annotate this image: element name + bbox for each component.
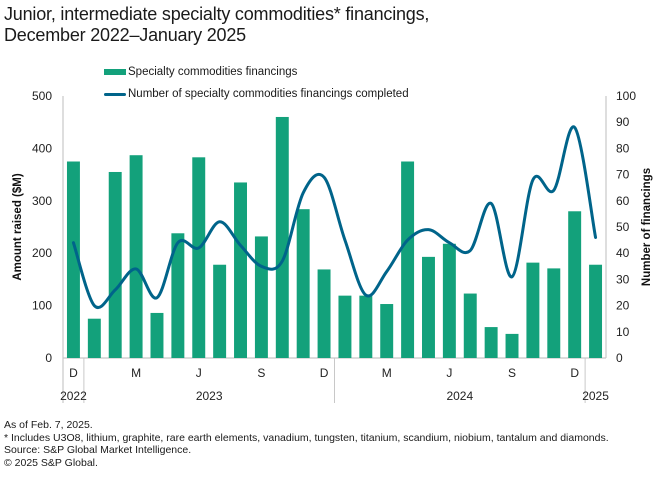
legend-line-swatch [104, 92, 126, 96]
legend-bar-label: Specialty commodities financings [128, 66, 298, 78]
chart-title-line-2: December 2022–January 2025 [4, 25, 246, 45]
y2-tick-label: 70 [616, 168, 630, 182]
y-tick-label: 200 [32, 246, 52, 260]
bar [401, 161, 415, 358]
bar [442, 243, 456, 358]
legend: Specialty commodities financings Number … [104, 64, 409, 108]
bar [547, 268, 561, 358]
legend-item-line: Number of specialty commodities financin… [104, 86, 409, 102]
bar [87, 318, 101, 358]
source-note: Source: S&P Global Market Intelligence. [4, 444, 192, 457]
y2-axis-title: Number of financings [641, 168, 653, 286]
y2-tick-label: 100 [616, 89, 636, 103]
bar [568, 211, 582, 358]
y2-tick-label: 80 [616, 141, 630, 155]
x-tick-label: J [196, 366, 202, 380]
year-label: 2025 [582, 389, 609, 403]
legend-line-label: Number of specialty commodities financin… [128, 88, 409, 100]
y-tick-label: 100 [32, 299, 52, 313]
bar [526, 262, 540, 358]
y2-tick-label: 10 [616, 325, 630, 339]
legend-bar-swatch [104, 69, 126, 75]
x-tick-label: M [131, 366, 141, 380]
chart-title: Junior, intermediate specialty commoditi… [4, 4, 429, 46]
bar [463, 293, 477, 358]
year-label: 2024 [446, 389, 473, 403]
bar [589, 264, 603, 358]
bar [317, 269, 331, 358]
bar [359, 295, 373, 358]
x-tick-label: D [320, 366, 329, 380]
y2-tick-label: 60 [616, 194, 630, 208]
year-label: 2023 [196, 389, 223, 403]
bar [275, 116, 289, 359]
bar [192, 157, 206, 358]
y-tick-label: 400 [32, 141, 52, 155]
bar [129, 155, 143, 358]
bar [380, 304, 394, 358]
x-tick-label: S [257, 366, 265, 380]
bar-series [66, 116, 603, 359]
bar [234, 182, 247, 358]
chart-svg: 0 100 200 300 400 500 0 10 20 30 40 50 60 70 80 90 100 D M… [12, 89, 653, 403]
bar [66, 161, 80, 358]
series-line [71, 125, 598, 309]
y-axis-title: Amount raised ($M) [12, 173, 24, 281]
bar [338, 295, 352, 358]
bar [150, 312, 164, 358]
x-tick-label: D [69, 366, 78, 380]
bar [254, 236, 268, 358]
x-tick-label: M [382, 366, 392, 380]
y-tick-label: 500 [32, 89, 52, 103]
footnotes: As of Feb. 7, 2025. * Includes U3O8, lit… [4, 419, 654, 469]
bar [171, 233, 185, 358]
year-label: 2022 [60, 389, 87, 403]
y2-tick-label: 90 [616, 115, 630, 129]
y2-tick-label: 30 [616, 272, 630, 286]
includes-note: * Includes U3O8, lithium, graphite, rare… [4, 431, 609, 444]
bar [296, 209, 310, 358]
line-series [71, 125, 598, 309]
bar [108, 171, 122, 358]
x-tick-label: J [446, 366, 452, 380]
bar [213, 264, 227, 358]
copyright-note: © 2025 S&P Global. [4, 456, 98, 469]
x-tick-label: S [508, 366, 516, 380]
tick-labels: 0 100 200 300 400 500 0 10 20 30 40 50 60 70 80 90 100 D M… [32, 89, 636, 403]
bar [484, 327, 498, 358]
y2-tick-label: 20 [616, 299, 630, 313]
x-tick-label: D [570, 366, 579, 380]
y-tick-label: 0 [45, 351, 52, 365]
y2-tick-label: 0 [616, 351, 623, 365]
as-of-note: As of Feb. 7, 2025. [4, 419, 93, 431]
legend-item-bars: Specialty commodities financings [104, 64, 409, 80]
bar [505, 333, 519, 358]
bar [422, 256, 435, 358]
y-tick-label: 300 [32, 194, 52, 208]
axes [62, 96, 607, 403]
chart-title-line-1: Junior, intermediate specialty commoditi… [4, 4, 430, 24]
y2-tick-label: 40 [616, 246, 630, 260]
y2-tick-label: 50 [616, 220, 630, 234]
